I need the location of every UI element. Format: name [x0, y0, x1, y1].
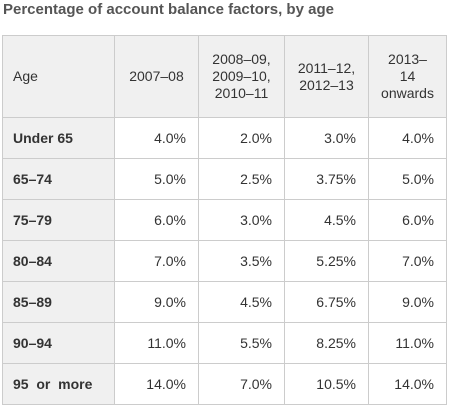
table-cell: 6.75% — [284, 281, 369, 323]
header-2011-13-line-1: 2011–12, — [297, 59, 356, 76]
table-cell: 9.0% — [114, 281, 199, 323]
table-row: 90–94 11.0% 5.5% 8.25% 11.0% — [2, 322, 447, 364]
table-cell: 3.5% — [198, 240, 285, 282]
header-row: Age 2007–08 2008–09, 2009–10, 2010–11 20… — [2, 35, 447, 118]
header-2008-11-line-1: 2008–09, — [212, 51, 271, 67]
table-cell: 3.75% — [284, 158, 369, 200]
row-label-age: 80–84 — [2, 240, 115, 282]
table-row: Under 65 4.0% 2.0% 3.0% 4.0% — [2, 117, 447, 159]
table-cell: 4.5% — [284, 199, 369, 241]
header-2013-onwards-line-1: 2013–14 — [388, 51, 427, 84]
table-cell: 3.0% — [198, 199, 285, 241]
header-age-line-1: Age — [13, 68, 38, 84]
header-2013-onwards: 2013–14 onwards — [368, 35, 447, 118]
table-cell: 4.0% — [368, 117, 447, 159]
header-2013-onwards-line-2: onwards — [381, 85, 434, 101]
row-label-age: 75–79 — [2, 199, 115, 241]
table-row: 65–74 5.0% 2.5% 3.75% 5.0% — [2, 158, 447, 200]
row-label-age: Under 65 — [2, 117, 115, 159]
table-cell: 5.5% — [198, 322, 285, 364]
table-cell: 11.0% — [368, 322, 447, 364]
header-2011-13-line-2: 2012–13 — [299, 76, 354, 93]
table-cell: 8.25% — [284, 322, 369, 364]
account-balance-factors-table: Age 2007–08 2008–09, 2009–10, 2010–11 20… — [2, 35, 447, 405]
table-cell: 4.5% — [198, 281, 285, 323]
header-2007-08-line-1: 2007–08 — [129, 68, 184, 84]
header-2008-11: 2008–09, 2009–10, 2010–11 — [198, 35, 285, 118]
row-label-age: 85–89 — [2, 281, 115, 323]
table-cell: 3.0% — [284, 117, 369, 159]
table-cell: 5.25% — [284, 240, 369, 282]
table-cell: 6.0% — [368, 199, 447, 241]
table-cell: 5.0% — [114, 158, 199, 200]
table-cell: 14.0% — [114, 363, 199, 405]
table-row: 75–79 6.0% 3.0% 4.5% 6.0% — [2, 199, 447, 241]
table-row: 95 or more 14.0% 7.0% 10.5% 14.0% — [2, 363, 447, 405]
header-2008-11-line-2: 2009–10, — [212, 68, 271, 84]
table-row: 85–89 9.0% 4.5% 6.75% 9.0% — [2, 281, 447, 323]
header-2007-08: 2007–08 — [114, 35, 199, 118]
table-cell: 6.0% — [114, 199, 199, 241]
table-cell: 7.0% — [114, 240, 199, 282]
table-cell: 14.0% — [368, 363, 447, 405]
row-label-age: 95 or more — [2, 363, 115, 405]
header-2011-13: 2011–12, 2012–13 — [284, 35, 369, 118]
header-2008-11-line-3: 2010–11 — [214, 85, 269, 101]
table-cell: 11.0% — [114, 322, 199, 364]
table-row: 80–84 7.0% 3.5% 5.25% 7.0% — [2, 240, 447, 282]
header-age: Age — [2, 35, 115, 118]
table-cell: 2.0% — [198, 117, 285, 159]
table-cell: 2.5% — [198, 158, 285, 200]
table-cell: 7.0% — [198, 363, 285, 405]
table-cell: 10.5% — [284, 363, 369, 405]
table-cell: 5.0% — [368, 158, 447, 200]
row-label-age: 65–74 — [2, 158, 115, 200]
table-cell: 7.0% — [368, 240, 447, 282]
table-cell: 9.0% — [368, 281, 447, 323]
table-cell: 4.0% — [114, 117, 199, 159]
table-title: Percentage of account balance factors, b… — [3, 1, 334, 18]
row-label-age: 90–94 — [2, 322, 115, 364]
